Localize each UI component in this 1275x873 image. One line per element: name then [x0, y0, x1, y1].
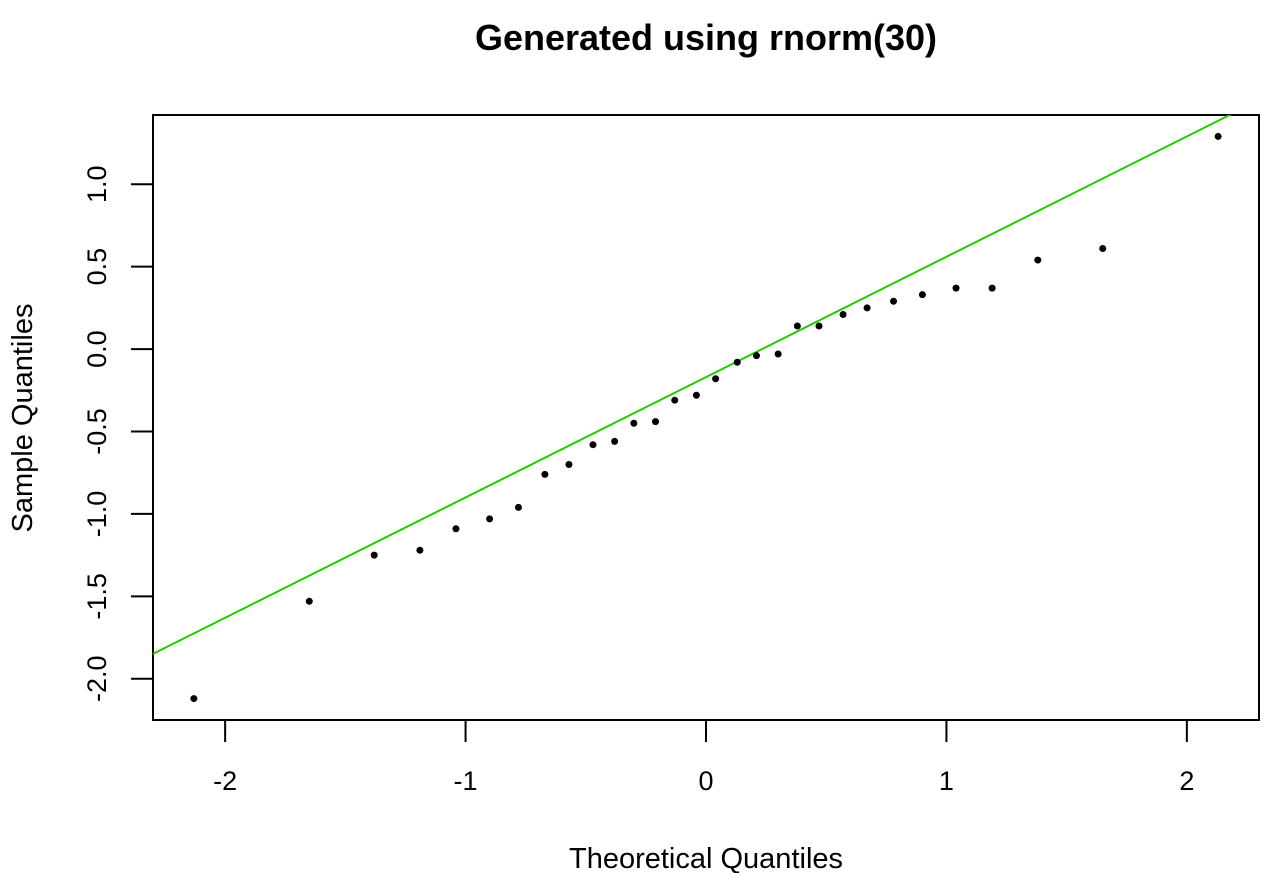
data-point [918, 291, 926, 299]
y-tick-label: -1.0 [82, 491, 112, 538]
data-point [890, 297, 898, 305]
data-point [793, 322, 801, 330]
data-point [1214, 132, 1222, 140]
y-tick-label: 1.0 [82, 165, 112, 203]
x-tick-label: -1 [454, 766, 478, 796]
data-points [190, 132, 1222, 703]
data-point [692, 391, 700, 399]
y-tick-label: -1.5 [82, 573, 112, 620]
x-tick-label: 0 [698, 766, 713, 796]
plot-frame [152, 114, 1260, 721]
data-point [1099, 245, 1107, 253]
data-point [863, 304, 871, 312]
data-point [988, 284, 996, 292]
data-point [514, 503, 522, 511]
y-tick-label: 0.0 [82, 330, 112, 368]
chart-title: Generated using rnorm(30) [475, 17, 937, 58]
data-point [774, 350, 782, 358]
data-point [486, 515, 494, 523]
y-tick-label: -0.5 [82, 408, 112, 455]
data-point [565, 460, 573, 468]
y-tick-label: 0.5 [82, 248, 112, 286]
y-tick-label: -2.0 [82, 656, 112, 703]
data-point [712, 375, 720, 383]
reference-line [153, 115, 1232, 655]
y-axis-label: Sample Quantiles [7, 304, 39, 533]
data-point [952, 284, 960, 292]
x-tick-label: -2 [213, 766, 237, 796]
x-axis: -2 -1 0 1 2 [213, 720, 1194, 796]
data-point [190, 695, 198, 703]
data-point [630, 419, 638, 427]
y-axis: -2.0 -1.5 -1.0 -0.5 0.0 0.5 1.0 [82, 165, 153, 702]
data-point [1034, 256, 1042, 264]
data-point [541, 470, 549, 478]
data-point [611, 437, 619, 445]
data-point [305, 597, 313, 605]
data-point [370, 551, 378, 559]
data-point [839, 310, 847, 318]
data-point [671, 396, 679, 404]
data-point [416, 546, 424, 554]
x-tick-label: 1 [939, 766, 954, 796]
data-point [733, 358, 741, 366]
data-point [752, 352, 760, 360]
data-point [652, 418, 660, 426]
data-point [815, 322, 823, 330]
data-point [589, 441, 597, 449]
data-point [452, 525, 460, 533]
x-tick-label: 2 [1179, 766, 1194, 796]
x-axis-label: Theoretical Quantiles [569, 843, 843, 873]
